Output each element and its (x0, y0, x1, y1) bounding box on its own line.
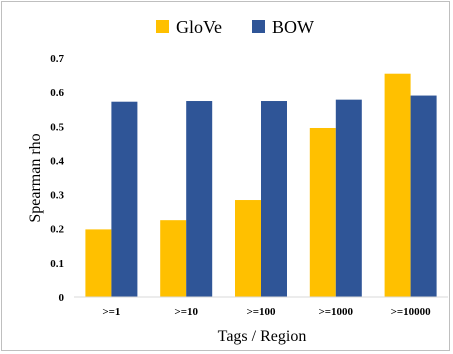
bar-bow-3 (335, 99, 362, 297)
bar-bow-2 (261, 101, 287, 298)
x-axis-title: Tags / Region (218, 328, 307, 345)
bar-glove-2 (235, 200, 261, 297)
y-tick-label: 0.6 (50, 87, 64, 99)
y-tick-label: 0.2 (50, 224, 64, 236)
bar-bow-0 (111, 101, 138, 298)
legend: GloVe BOW (156, 17, 314, 37)
x-tick-label: >=10000 (391, 306, 432, 318)
y-tick-label: 0.5 (50, 121, 64, 133)
y-tick-label: 0.7 (50, 53, 64, 65)
x-axis-ticks: >=1 >=10 >=100 >=1000 >=10000 (102, 306, 431, 318)
x-tick-label: >=10 (174, 306, 198, 318)
legend-label-glove: GloVe (176, 17, 222, 37)
bar-glove-0 (85, 229, 112, 297)
chart-frame (1, 1, 450, 351)
y-tick-label: 0.1 (50, 258, 64, 270)
y-tick-label: 0 (59, 292, 65, 304)
bar-glove-4 (384, 73, 411, 297)
legend-swatch-glove (156, 20, 169, 33)
y-axis-ticks: 0 0.1 0.2 0.3 0.4 0.5 0.6 0.7 (50, 53, 64, 304)
y-tick-label: 0.4 (50, 155, 64, 167)
y-axis-title: Spearman rho (27, 133, 44, 222)
legend-label-bow: BOW (272, 17, 314, 37)
bars (85, 73, 437, 298)
bar-bow-1 (186, 101, 213, 298)
x-tick-label: >=100 (246, 306, 276, 318)
y-tick-label: 0.3 (50, 190, 64, 202)
x-tick-label: >=1 (102, 306, 120, 318)
bar-glove-3 (309, 127, 336, 297)
x-tick-label: >=1000 (319, 306, 354, 318)
bar-bow-4 (410, 95, 437, 297)
legend-swatch-bow (252, 20, 265, 33)
bar-glove-1 (160, 220, 187, 297)
